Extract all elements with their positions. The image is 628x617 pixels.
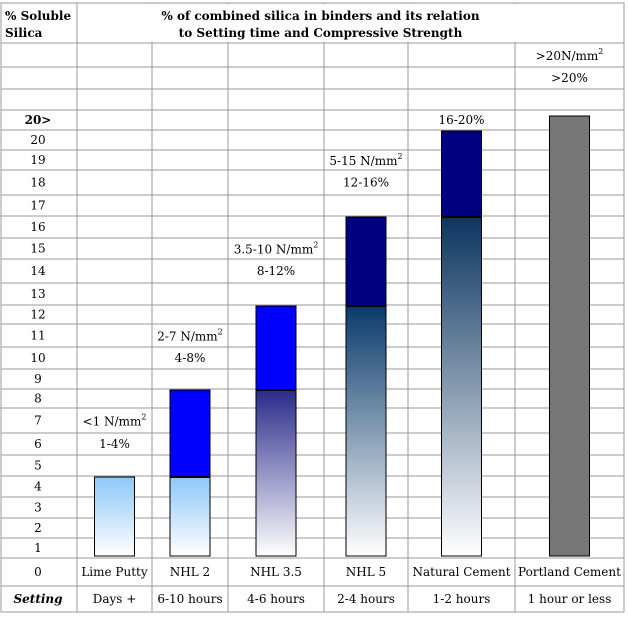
category-label: NHL 3.5 bbox=[250, 565, 302, 579]
y-tick-label: 7 bbox=[34, 414, 42, 428]
category-label: Lime Putty bbox=[81, 565, 148, 579]
setting-time-label: 4-6 hours bbox=[247, 592, 305, 606]
bar-gradient-segment bbox=[170, 477, 210, 556]
silica-range-label: 16-20% bbox=[439, 113, 485, 127]
table-labels: % of combined silica in binders and its … bbox=[5, 9, 621, 606]
strength-label: 5-15 N/mm2 bbox=[329, 152, 402, 168]
silica-range-label: 8-12% bbox=[257, 264, 295, 278]
y-tick-label: 10 bbox=[30, 351, 45, 365]
y-tick-label: 17 bbox=[30, 199, 45, 213]
setting-time-label: 2-4 hours bbox=[337, 592, 395, 606]
setting-time-label: 6-10 hours bbox=[157, 592, 222, 606]
category-label: NHL 2 bbox=[170, 565, 210, 579]
setting-time-label: 1-2 hours bbox=[433, 592, 491, 606]
y-tick-label: 3 bbox=[34, 501, 42, 515]
y-tick-label: 9 bbox=[34, 372, 42, 386]
bar-portland-cement bbox=[549, 115, 590, 557]
bar-outline bbox=[94, 476, 135, 557]
y-tick-label: 19 bbox=[30, 153, 45, 167]
bar-solid-segment bbox=[346, 217, 386, 306]
y-tick-label: 6 bbox=[34, 437, 42, 451]
strength-label: 3.5-10 N/mm2 bbox=[234, 241, 319, 257]
y-tick-label: 15 bbox=[30, 242, 45, 256]
bar-outline bbox=[441, 130, 482, 557]
y-tick-label: 0 bbox=[34, 565, 42, 579]
setting-time-label: 1 hour or less bbox=[528, 592, 612, 606]
silica-range-label: 1-4% bbox=[99, 437, 130, 451]
bar-outline bbox=[169, 389, 211, 557]
bar-solid-segment bbox=[441, 131, 482, 217]
strength-label: >20N/mm2 bbox=[536, 47, 604, 63]
bar-gradient-segment bbox=[94, 477, 135, 556]
setting-time-label: Days + bbox=[93, 592, 137, 606]
y-tick-label: 11 bbox=[30, 329, 45, 343]
chart-title-line2: to Setting time and Compressive Strength bbox=[179, 26, 463, 40]
y-tick-label: 5 bbox=[34, 459, 42, 473]
bar-outline bbox=[255, 305, 297, 557]
y-axis-label-line2: Silica bbox=[5, 26, 43, 40]
silica-range-label: >20% bbox=[551, 71, 588, 85]
bar-solid-segment bbox=[170, 390, 210, 477]
chart-title-line1: % of combined silica in binders and its … bbox=[161, 9, 479, 23]
bar-gradient-segment bbox=[346, 306, 386, 556]
y-tick-label: 12 bbox=[30, 308, 45, 322]
y-tick-label: 4 bbox=[34, 480, 42, 494]
y-tick-label: 13 bbox=[30, 287, 45, 301]
y-tick-label: 20> bbox=[25, 113, 52, 127]
title-band bbox=[78, 4, 623, 42]
setting-row-label: Setting bbox=[13, 592, 62, 606]
y-tick-label: 1 bbox=[34, 541, 42, 555]
y-tick-label: 18 bbox=[30, 176, 45, 190]
y-tick-label: 8 bbox=[34, 392, 42, 406]
silica-range-label: 12-16% bbox=[343, 176, 389, 190]
bar-outline bbox=[345, 216, 387, 557]
y-axis-label-line1: % Soluble bbox=[5, 9, 71, 23]
category-label: NHL 5 bbox=[346, 565, 386, 579]
category-label: Portland Cement bbox=[518, 565, 621, 579]
y-tick-label: 14 bbox=[30, 264, 46, 278]
silica-range-label: 4-8% bbox=[175, 351, 206, 365]
bar-solid-segment bbox=[256, 306, 296, 390]
y-tick-label: 20 bbox=[30, 133, 45, 147]
bar-gradient-segment bbox=[256, 390, 296, 556]
bar-gradient-segment bbox=[441, 217, 482, 556]
category-label: Natural Cement bbox=[412, 565, 510, 579]
y-tick-label: 16 bbox=[30, 220, 45, 234]
bars bbox=[94, 115, 590, 557]
strength-label: <1 N/mm2 bbox=[83, 413, 147, 429]
strength-label: 2-7 N/mm2 bbox=[157, 328, 223, 344]
y-tick-label: 2 bbox=[34, 521, 42, 535]
